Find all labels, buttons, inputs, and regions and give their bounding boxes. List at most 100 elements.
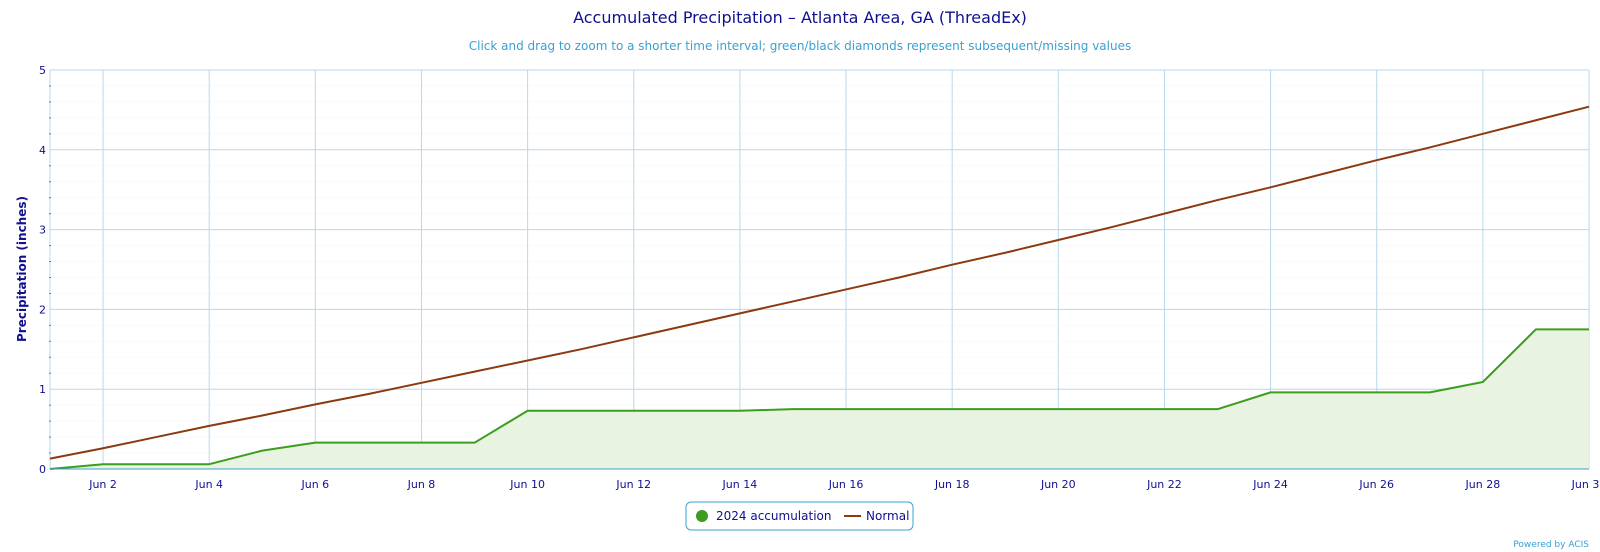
data-point-normal[interactable]	[418, 380, 424, 386]
data-point-normal[interactable]	[790, 298, 796, 304]
data-point-normal[interactable]	[896, 274, 902, 280]
x-tick-label: Jun 20	[1040, 478, 1076, 491]
data-point-2024-accumulation[interactable]	[578, 408, 584, 414]
data-point-normal[interactable]	[1480, 131, 1486, 137]
data-point-2024-accumulation[interactable]	[843, 406, 849, 412]
data-point-normal[interactable]	[312, 401, 318, 407]
plot-series	[47, 104, 1592, 470]
data-point-2024-accumulation[interactable]	[1427, 389, 1433, 395]
data-point-2024-accumulation[interactable]	[1321, 389, 1327, 395]
chart-title: Accumulated Precipitation – Atlanta Area…	[573, 8, 1027, 27]
data-point-normal[interactable]	[1215, 197, 1221, 203]
data-point-normal[interactable]	[1427, 144, 1433, 150]
data-point-2024-accumulation[interactable]	[1533, 326, 1539, 332]
data-point-2024-accumulation[interactable]	[737, 408, 743, 414]
x-tick-label: Jun 26	[1358, 478, 1394, 491]
y-tick-label: 4	[39, 144, 46, 157]
series-line-normal[interactable]	[49, 105, 1590, 460]
data-point-2024-accumulation[interactable]	[206, 461, 212, 467]
data-point-2024-accumulation[interactable]	[259, 448, 265, 454]
data-point-normal[interactable]	[631, 334, 637, 340]
y-tick-label: 5	[39, 64, 46, 77]
data-point-2024-accumulation[interactable]	[1055, 406, 1061, 412]
data-point-2024-accumulation[interactable]	[365, 440, 371, 446]
data-point-normal[interactable]	[1321, 171, 1327, 177]
data-point-2024-accumulation[interactable]	[631, 408, 637, 414]
data-point-normal[interactable]	[737, 310, 743, 316]
data-point-normal[interactable]	[949, 262, 955, 268]
data-point-normal[interactable]	[1586, 104, 1592, 110]
data-point-normal[interactable]	[472, 369, 478, 375]
data-point-2024-accumulation[interactable]	[896, 406, 902, 412]
data-point-2024-accumulation[interactable]	[418, 440, 424, 446]
legend-label-2024: 2024 accumulation	[716, 509, 831, 523]
x-tick-label: Jun 18	[934, 478, 970, 491]
legend-box	[685, 501, 914, 531]
legend[interactable]: 2024 accumulation Normal	[685, 501, 914, 531]
data-point-normal[interactable]	[1055, 237, 1061, 243]
series-area-2024-accumulation	[50, 329, 1589, 469]
x-tick-label: Jun 12	[615, 478, 651, 491]
data-point-2024-accumulation[interactable]	[472, 440, 478, 446]
data-point-normal[interactable]	[1533, 117, 1539, 123]
x-tick-label: Jun 16	[828, 478, 864, 491]
x-tick-label: Jun 28	[1465, 478, 1501, 491]
x-tick-label: Jun 6	[301, 478, 330, 491]
legend-label-normal: Normal	[866, 509, 909, 523]
data-point-2024-accumulation[interactable]	[1268, 389, 1274, 395]
data-point-2024-accumulation[interactable]	[153, 461, 159, 467]
data-point-2024-accumulation[interactable]	[949, 406, 955, 412]
data-point-normal[interactable]	[1108, 224, 1114, 230]
y-tick-label: 1	[39, 383, 46, 396]
y-tick-label: 0	[39, 463, 46, 476]
x-tick-label: Jun 2	[88, 478, 117, 491]
data-point-2024-accumulation[interactable]	[1161, 406, 1167, 412]
data-point-2024-accumulation[interactable]	[790, 406, 796, 412]
y-axis-title: Precipitation (inches)	[15, 196, 29, 342]
minor-gridlines	[49, 85, 1589, 454]
x-tick-label: Jun 10	[509, 478, 545, 491]
major-gridlines	[49, 69, 1590, 469]
data-point-normal[interactable]	[153, 434, 159, 440]
data-point-normal[interactable]	[206, 423, 212, 429]
data-point-normal[interactable]	[100, 445, 106, 451]
legend-item-2024-accumulation[interactable]: 2024 accumulation	[696, 509, 831, 523]
data-point-2024-accumulation[interactable]	[525, 408, 531, 414]
data-point-2024-accumulation[interactable]	[100, 461, 106, 467]
x-tick-label: Jun 22	[1146, 478, 1182, 491]
y-tick-label: 2	[39, 303, 46, 316]
data-point-normal[interactable]	[843, 286, 849, 292]
y-axis-tick-labels: 0 1 2 3 4 5	[39, 64, 46, 476]
data-point-2024-accumulation[interactable]	[312, 440, 318, 446]
data-point-normal[interactable]	[1268, 184, 1274, 190]
data-point-2024-accumulation[interactable]	[1586, 326, 1592, 332]
legend-item-normal[interactable]: Normal	[844, 509, 909, 523]
data-point-2024-accumulation[interactable]	[1374, 389, 1380, 395]
data-point-normal[interactable]	[47, 456, 53, 462]
data-point-normal[interactable]	[365, 391, 371, 397]
series-line-2024-accumulation[interactable]	[49, 328, 1589, 470]
y-tick-label: 3	[39, 224, 46, 237]
data-point-normal[interactable]	[1002, 250, 1008, 256]
chart-subtitle: Click and drag to zoom to a shorter time…	[469, 39, 1131, 53]
data-point-normal[interactable]	[259, 413, 265, 419]
x-axis-tick-labels: Jun 2 Jun 4 Jun 6 Jun 8 Jun 10 Jun 12 Jun 14 Ju…	[88, 478, 1600, 491]
data-point-2024-accumulation[interactable]	[684, 408, 690, 414]
data-point-normal[interactable]	[684, 322, 690, 328]
data-point-2024-accumulation[interactable]	[1215, 406, 1221, 412]
x-tick-label: Jun 14	[722, 478, 758, 491]
data-point-2024-accumulation[interactable]	[1108, 406, 1114, 412]
data-point-normal[interactable]	[1161, 211, 1167, 217]
data-point-normal[interactable]	[1374, 157, 1380, 163]
x-tick-label: Jun 8	[407, 478, 436, 491]
data-point-2024-accumulation[interactable]	[1480, 379, 1486, 385]
data-point-normal[interactable]	[525, 357, 531, 363]
x-tick-label: Jun 24	[1252, 478, 1288, 491]
data-point-normal[interactable]	[578, 346, 584, 352]
x-tick-label: Jun 30	[1571, 478, 1600, 491]
credits-link[interactable]: Powered by ACIS	[1513, 540, 1589, 550]
legend-marker-2024	[696, 510, 708, 522]
x-tick-label: Jun 4	[194, 478, 223, 491]
data-point-2024-accumulation[interactable]	[1002, 406, 1008, 412]
